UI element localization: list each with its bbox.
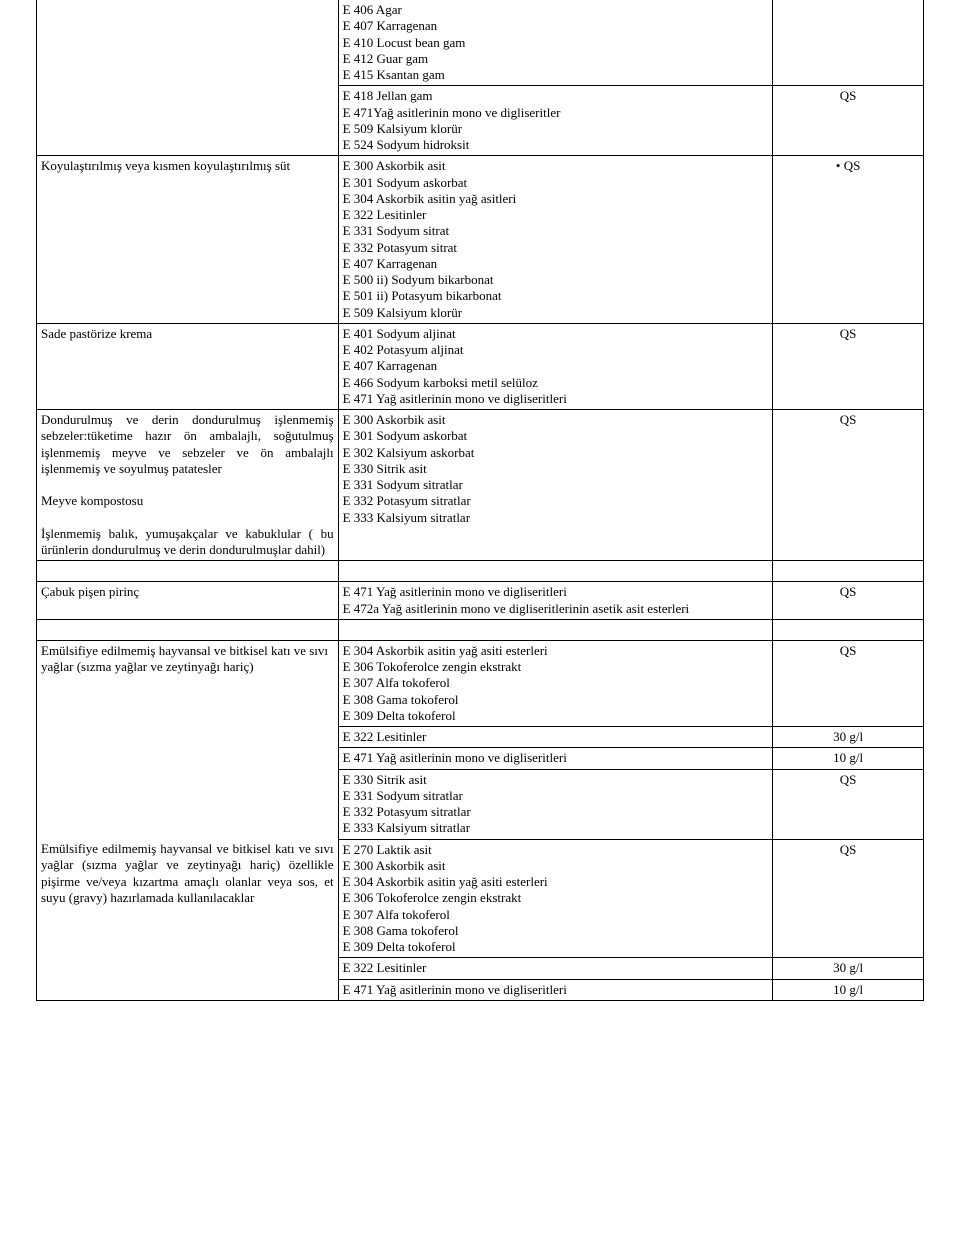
limit-cell: QS [773, 640, 924, 726]
limit-cell: • QS [773, 156, 924, 324]
additive-line: E 302 Kalsiyum askorbat [343, 445, 769, 461]
additive-line: E 415 Ksantan gam [343, 67, 769, 83]
additive-cell: E 300 Askorbik asit E 301 Sodyum askorba… [338, 156, 773, 324]
food-cell: Emülsifiye edilmemiş hayvansal ve bitkis… [37, 839, 339, 1000]
table-row: Koyulaştırılmış veya kısmen koyulaştırıl… [37, 156, 924, 324]
additive-line: E 304 Askorbik asitin yağ asiti esterler… [343, 643, 769, 659]
food-cell [37, 0, 339, 156]
food-cell: Koyulaştırılmış veya kısmen koyulaştırıl… [37, 156, 339, 324]
additive-line: E 332 Potasyum sitrat [343, 240, 769, 256]
additive-line: E 330 Sitrik asit [343, 461, 769, 477]
additive-line: E 300 Askorbik asit [343, 412, 769, 428]
additive-line: E 301 Sodyum askorbat [343, 175, 769, 191]
additive-line: E 308 Gama tokoferol [343, 692, 769, 708]
additive-line: E 410 Locust bean gam [343, 35, 769, 51]
additive-line: E 407 Karragenan [343, 256, 769, 272]
additive-line: E 306 Tokoferolce zengin ekstrakt [343, 659, 769, 675]
additive-line: E 331 Sodyum sitratlar [343, 788, 769, 804]
additive-line: E 418 Jellan gam [343, 88, 769, 104]
limit-cell: QS [773, 582, 924, 620]
additive-line: E 300 Askorbik asit [343, 858, 769, 874]
table-row: Çabuk pişen pirinç E 471 Yağ asitlerinin… [37, 582, 924, 620]
additive-line: E 332 Potasyum sitratlar [343, 493, 769, 509]
additive-line: E 301 Sodyum askorbat [343, 428, 769, 444]
additive-line: E 407 Karragenan [343, 18, 769, 34]
additive-line: E 466 Sodyum karboksi metil selüloz [343, 375, 769, 391]
additive-line: E 307 Alfa tokoferol [343, 675, 769, 691]
limit-cell: 30 g/l [773, 727, 924, 748]
limit-cell: QS [773, 769, 924, 839]
additive-line: E 333 Kalsiyum sitratlar [343, 820, 769, 836]
additive-cell: E 270 Laktik asit E 300 Askorbik asit E … [338, 839, 773, 958]
additives-table: E 406 Agar E 407 Karragenan E 410 Locust… [36, 0, 924, 1001]
table-row: Sade pastörize krema E 401 Sodyum aljina… [37, 323, 924, 409]
additive-line: E 331 Sodyum sitratlar [343, 477, 769, 493]
additive-line: E 471 Yağ asitlerinin mono ve digliserit… [343, 584, 769, 600]
additive-line: E 270 Laktik asit [343, 842, 769, 858]
food-cell: Sade pastörize krema [37, 323, 339, 409]
additive-line: E 402 Potasyum aljinat [343, 342, 769, 358]
additive-line: E 524 Sodyum hidroksit [343, 137, 769, 153]
additive-line: E 406 Agar [343, 2, 769, 18]
additive-cell: E 322 Lesitinler [338, 727, 773, 748]
additive-cell: E 300 Askorbik asit E 301 Sodyum askorba… [338, 410, 773, 561]
limit-cell: QS [773, 86, 924, 156]
limit-cell: 30 g/l [773, 958, 924, 979]
additive-line: E 509 Kalsiyum klorür [343, 305, 769, 321]
additive-line: E 322 Lesitinler [343, 207, 769, 223]
additive-line: E 472a Yağ asitlerinin mono ve digliseri… [343, 601, 769, 617]
limit-cell: QS [773, 323, 924, 409]
additive-line: E 330 Sitrik asit [343, 772, 769, 788]
additive-cell: E 401 Sodyum aljinat E 402 Potasyum alji… [338, 323, 773, 409]
additive-cell: E 471 Yağ asitlerinin mono ve digliserit… [338, 979, 773, 1000]
table-row: Dondurulmuş ve derin dondurulmuş işlenme… [37, 410, 924, 561]
additive-line: E 309 Delta tokoferol [343, 708, 769, 724]
additive-line: E 401 Sodyum aljinat [343, 326, 769, 342]
document-page: E 406 Agar E 407 Karragenan E 410 Locust… [0, 0, 960, 1037]
additive-line: E 306 Tokoferolce zengin ekstrakt [343, 890, 769, 906]
additive-line: E 471Yağ asitlerinin mono ve digliseritl… [343, 105, 769, 121]
additive-line: E 309 Delta tokoferol [343, 939, 769, 955]
additive-line: E 307 Alfa tokoferol [343, 907, 769, 923]
additive-cell: E 471 Yağ asitlerinin mono ve digliserit… [338, 582, 773, 620]
additive-line: E 332 Potasyum sitratlar [343, 804, 769, 820]
additive-cell: E 406 Agar E 407 Karragenan E 410 Locust… [338, 0, 773, 86]
table-row: Emülsifiye edilmemiş hayvansal ve bitkis… [37, 640, 924, 726]
limit-cell: 10 g/l [773, 979, 924, 1000]
additive-line: E 501 ii) Potasyum bikarbonat [343, 288, 769, 304]
additive-line: E 471 Yağ asitlerinin mono ve digliserit… [343, 391, 769, 407]
food-cell: Emülsifiye edilmemiş hayvansal ve bitkis… [37, 640, 339, 839]
additive-line: E 300 Askorbik asit [343, 158, 769, 174]
limit-cell: 10 g/l [773, 748, 924, 769]
limit-cell: QS [773, 839, 924, 958]
table-row: E 406 Agar E 407 Karragenan E 410 Locust… [37, 0, 924, 86]
additive-line: E 304 Askorbik asitin yağ asiti esterler… [343, 874, 769, 890]
limit-cell: QS [773, 410, 924, 561]
additive-line: E 333 Kalsiyum sitratlar [343, 510, 769, 526]
additive-line: E 509 Kalsiyum klorür [343, 121, 769, 137]
additive-line: E 407 Karragenan [343, 358, 769, 374]
table-spacer [37, 561, 924, 582]
additive-line: E 304 Askorbik asitin yağ asitleri [343, 191, 769, 207]
additive-cell: E 418 Jellan gam E 471Yağ asitlerinin mo… [338, 86, 773, 156]
additive-line: E 308 Gama tokoferol [343, 923, 769, 939]
table-row: Emülsifiye edilmemiş hayvansal ve bitkis… [37, 839, 924, 958]
table-spacer [37, 619, 924, 640]
additive-cell: E 330 Sitrik asit E 331 Sodyum sitratlar… [338, 769, 773, 839]
additive-line: E 412 Guar gam [343, 51, 769, 67]
food-cell: Dondurulmuş ve derin dondurulmuş işlenme… [37, 410, 339, 561]
limit-cell [773, 0, 924, 86]
food-cell: Çabuk pişen pirinç [37, 582, 339, 620]
additive-cell: E 471 Yağ asitlerinin mono ve digliserit… [338, 748, 773, 769]
additive-cell: E 322 Lesitinler [338, 958, 773, 979]
additive-line: E 500 ii) Sodyum bikarbonat [343, 272, 769, 288]
additive-line: E 331 Sodyum sitrat [343, 223, 769, 239]
additive-cell: E 304 Askorbik asitin yağ asiti esterler… [338, 640, 773, 726]
